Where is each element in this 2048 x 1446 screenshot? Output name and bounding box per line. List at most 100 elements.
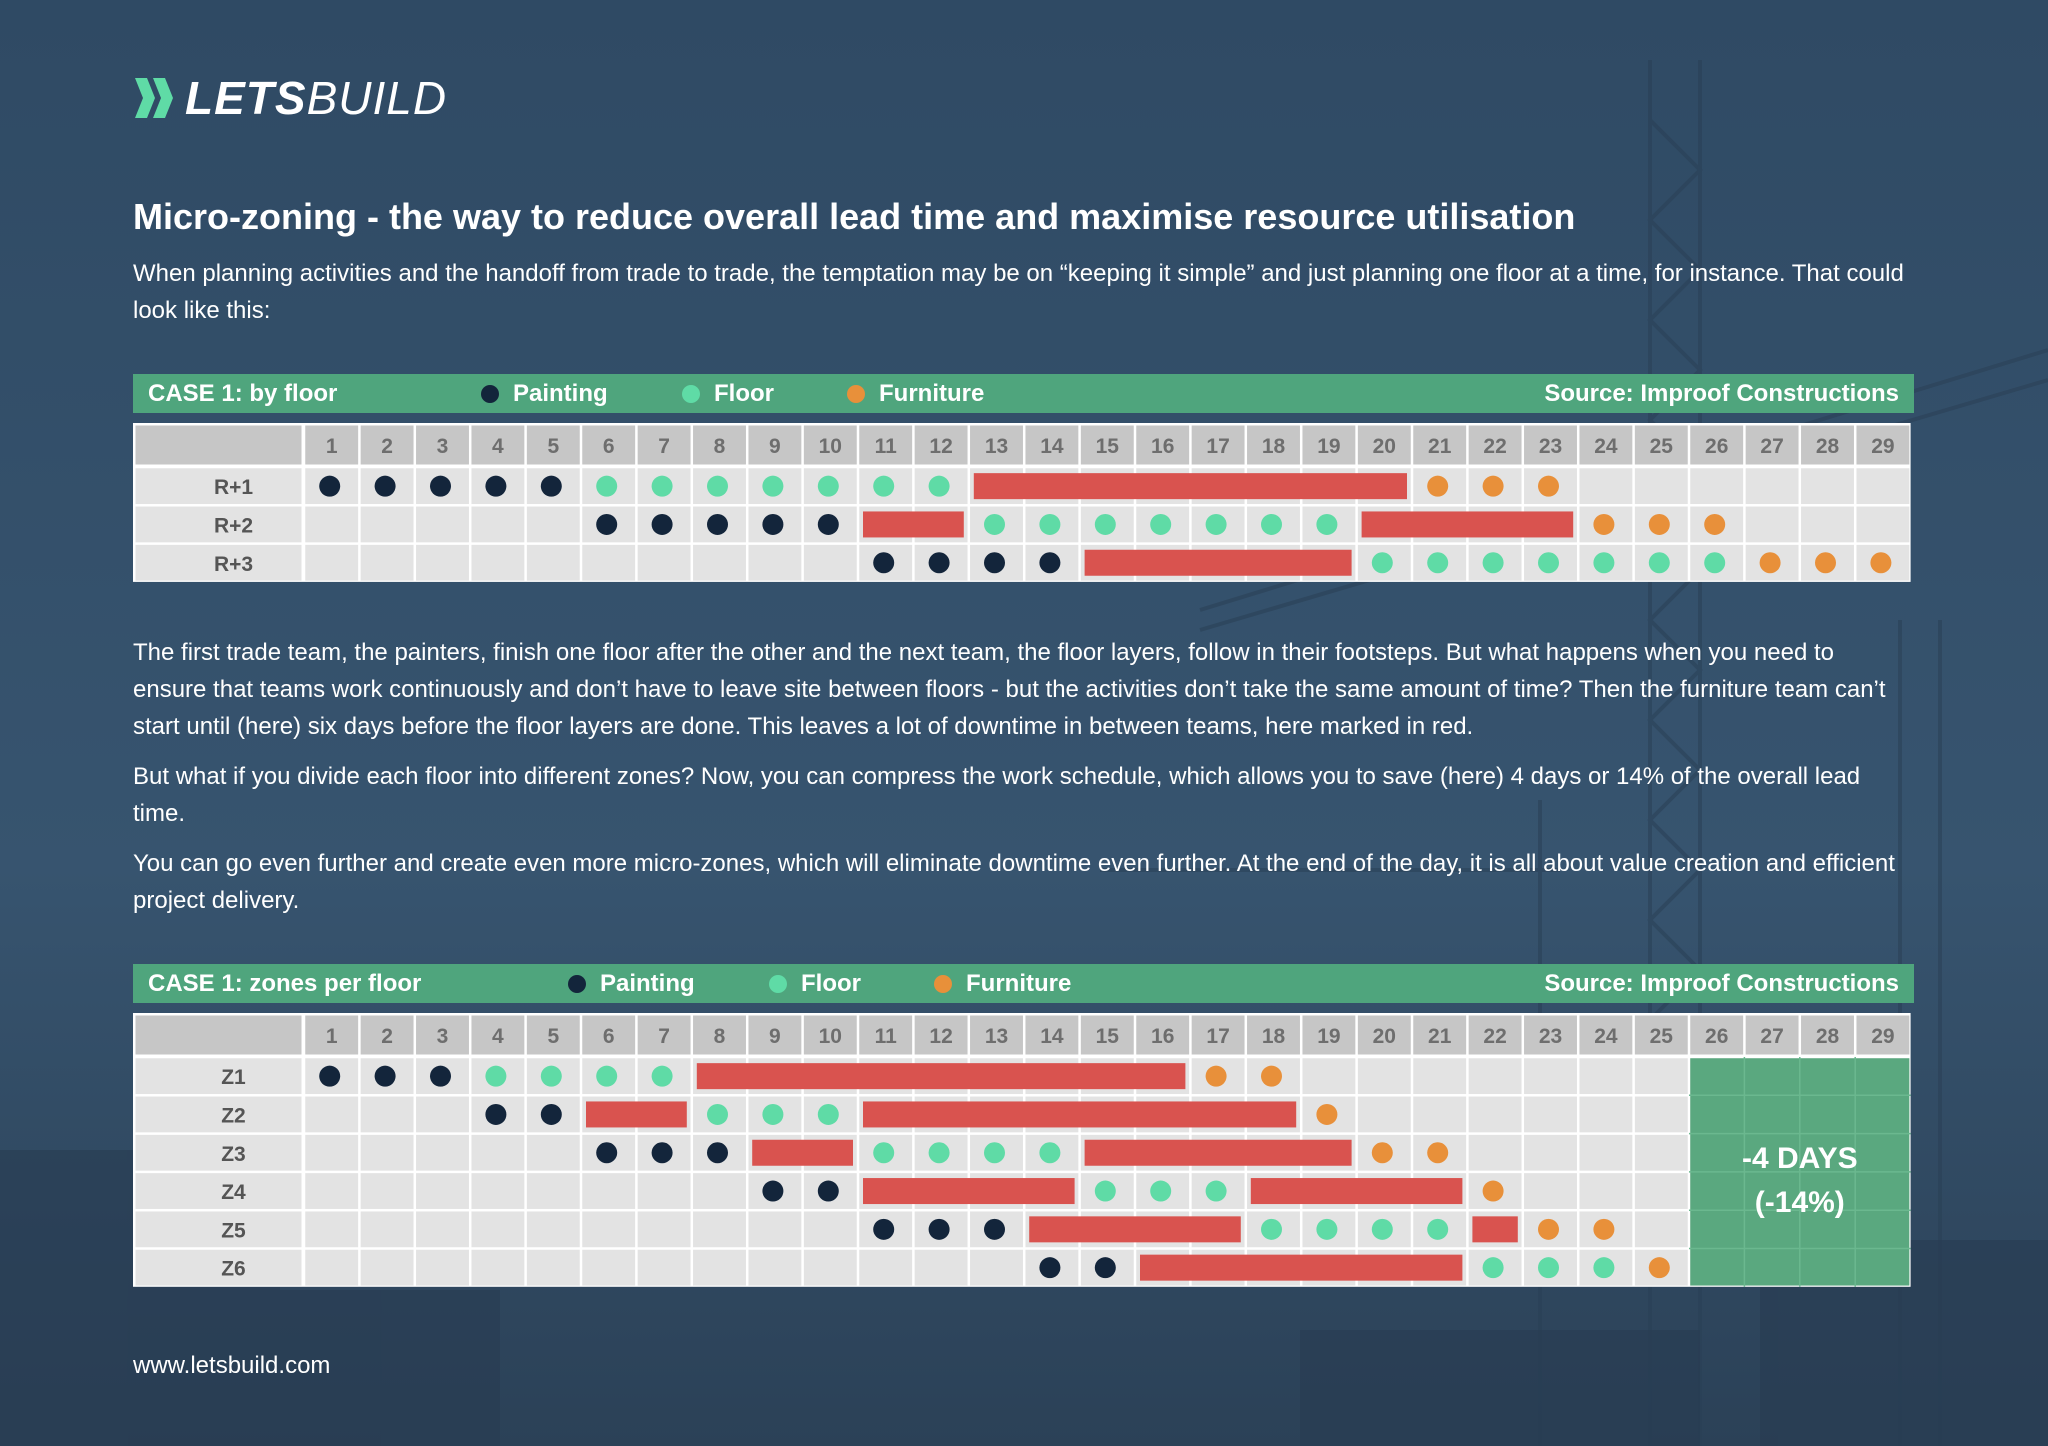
day-header-cell xyxy=(1357,425,1411,465)
day-tick-label: 19 xyxy=(1317,435,1340,458)
day-cell xyxy=(693,544,746,581)
day-tick-label: 9 xyxy=(769,1025,781,1048)
day-cell xyxy=(748,1211,802,1248)
row-label-cell xyxy=(135,506,302,543)
day-cell xyxy=(1634,1211,1688,1248)
floor-dot xyxy=(1205,1180,1227,1202)
row-label: Z5 xyxy=(221,1219,246,1242)
day-cell xyxy=(471,1211,525,1248)
day-tick-label: 7 xyxy=(658,435,670,458)
day-header-cell xyxy=(1524,425,1577,465)
day-header-cell xyxy=(582,425,636,465)
day-header-cell xyxy=(748,425,802,465)
day-cell xyxy=(1634,1134,1688,1171)
day-cell xyxy=(416,544,469,581)
day-cell xyxy=(471,544,525,581)
day-tick-label: 12 xyxy=(929,1025,952,1048)
paragraph-2: But what if you divide each floor into d… xyxy=(133,763,1861,827)
floor-dot xyxy=(707,475,728,497)
day-tick-label: 8 xyxy=(714,1025,726,1048)
day-cell xyxy=(305,1249,359,1286)
case1-zones-source: Source: Improof Constructions xyxy=(1544,970,1899,997)
day-tick-label: 8 xyxy=(714,435,726,458)
day-cell xyxy=(582,1211,636,1248)
floor-dot xyxy=(1482,552,1504,574)
day-tick-label: 11 xyxy=(875,435,898,458)
day-header-cell xyxy=(360,1015,414,1055)
paragraph-1: The first trade team, the painters, fini… xyxy=(133,639,1886,740)
day-header-cell xyxy=(748,1015,802,1055)
day-cell xyxy=(1634,1096,1688,1133)
day-tick-label: 15 xyxy=(1096,435,1120,458)
day-cell xyxy=(526,1134,580,1171)
furniture-dot-icon xyxy=(847,385,865,403)
day-cell xyxy=(1745,506,1799,543)
floor-dot xyxy=(928,1142,950,1164)
day-tick-label: 14 xyxy=(1040,435,1064,458)
floor-dot xyxy=(928,475,950,497)
painting-dot xyxy=(430,1065,451,1087)
painting-dot xyxy=(984,1218,1005,1240)
day-header-cell xyxy=(416,1015,469,1055)
painting-dot xyxy=(928,552,950,574)
floor-dot xyxy=(873,1142,895,1164)
legend-painting: Painting xyxy=(481,380,608,408)
day-cell xyxy=(748,1249,802,1286)
day-cell xyxy=(1524,1173,1577,1209)
day-cell xyxy=(305,544,359,581)
day-tick-label: 20 xyxy=(1373,1025,1396,1048)
day-header-cell xyxy=(1191,425,1245,465)
floor-dot xyxy=(1538,552,1559,574)
day-cell xyxy=(526,544,580,581)
header-corner-cell xyxy=(135,1015,302,1055)
day-tick-label: 2 xyxy=(381,1025,393,1048)
legend-furniture: Furniture xyxy=(847,380,984,408)
day-cell xyxy=(637,1173,691,1209)
day-tick-label: 1 xyxy=(326,1025,338,1048)
day-header-cell xyxy=(803,425,857,465)
furniture-dot xyxy=(1648,513,1670,535)
legend-painting-2: Painting xyxy=(568,970,695,998)
day-tick-label: 4 xyxy=(492,435,504,458)
painting-dot xyxy=(873,552,895,574)
header-corner-cell xyxy=(135,425,302,465)
day-cell xyxy=(582,544,636,581)
downtime-bar xyxy=(1361,511,1574,538)
floor-dot xyxy=(817,475,839,497)
floor-dot xyxy=(540,1065,562,1087)
day-cell xyxy=(526,1211,580,1248)
day-tick-label: 2 xyxy=(381,435,393,458)
day-tick-label: 20 xyxy=(1373,435,1396,458)
day-cell xyxy=(1745,468,1799,505)
day-header-cell xyxy=(1579,1015,1633,1055)
floor-dot xyxy=(1427,552,1449,574)
day-tick-label: 17 xyxy=(1206,1025,1229,1048)
floor-dot xyxy=(1371,1218,1393,1240)
row-label-cell xyxy=(135,544,302,581)
furniture-dot xyxy=(1593,513,1615,535)
day-cell xyxy=(693,1211,746,1248)
day-tick-label: 4 xyxy=(492,1025,504,1048)
day-tick-label: 16 xyxy=(1151,1025,1174,1048)
painting-dot xyxy=(1094,1257,1116,1279)
day-cell xyxy=(1524,1134,1577,1171)
day-header-cell xyxy=(1080,1015,1134,1055)
floor-dot xyxy=(1316,1218,1338,1240)
day-cell xyxy=(416,1211,469,1248)
floor-dot xyxy=(1261,513,1282,535)
day-tick-label: 3 xyxy=(437,435,449,458)
day-cell xyxy=(416,1096,469,1133)
day-tick-label: 9 xyxy=(769,435,781,458)
row-label-cell xyxy=(135,1211,302,1248)
day-tick-label: 10 xyxy=(819,1025,842,1048)
day-cell xyxy=(637,1249,691,1286)
day-header-cell xyxy=(1357,1015,1411,1055)
floor-dot xyxy=(651,475,673,497)
downtime-bar xyxy=(1029,1216,1241,1243)
furniture-dot-icon xyxy=(934,975,952,993)
case1-zones-banner: CASE 1: zones per floor Painting Floor F… xyxy=(133,964,1914,1003)
downtime-bar xyxy=(1472,1216,1518,1243)
day-cell xyxy=(1801,468,1854,505)
day-tick-label: 13 xyxy=(985,435,1008,458)
day-header-cell xyxy=(914,425,968,465)
